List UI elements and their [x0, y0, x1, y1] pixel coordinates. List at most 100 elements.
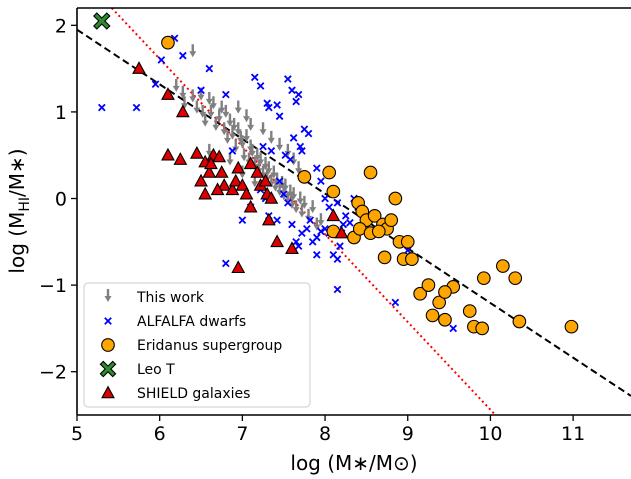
this-work-point-4 [189, 89, 197, 103]
shield-galaxies-point-3 [161, 147, 175, 161]
alfalfa-dwarfs-point-13 [264, 103, 273, 112]
alfalfa-dwarfs-point-8-b [221, 90, 230, 99]
this-work-point-60-head [295, 168, 303, 175]
axis-ticks: 5 6 7 8 9 10 11 −2 −1 0 1 2 [39, 15, 585, 445]
this-work-point-24 [238, 135, 246, 149]
this-work-point-64-head [259, 129, 267, 136]
shield-galaxies-point-18 [231, 160, 246, 174]
shield-galaxies-point-5 [189, 146, 204, 159]
eridanus-supergroup-point-32 [508, 271, 523, 286]
eridanus-supergroup-point-21 [405, 252, 419, 266]
alfalfa-dwarfs-point-21-b [281, 151, 290, 160]
alfalfa-dwarfs-point-52 [321, 194, 329, 203]
this-work-point-9 [205, 91, 213, 105]
this-work-point-53-head [300, 202, 308, 209]
alfalfa-dwarfs-point-25 [259, 142, 267, 151]
shield-galaxies-point-8 [194, 173, 208, 187]
this-work-point-10 [207, 104, 215, 118]
alfalfa-dwarfs-point-60-b [312, 250, 321, 259]
this-work-point-33 [257, 152, 265, 166]
eridanus-supergroup-point-37 [438, 285, 452, 299]
this-work-point-5 [193, 100, 201, 114]
alfalfa-dwarfs-point-3-b [157, 56, 166, 64]
this-work-point-45-head [281, 185, 289, 192]
shield-galaxies-point-11 [204, 156, 218, 170]
this-work-point-37 [265, 161, 273, 175]
alfalfa-dwarfs-point-62-b [221, 259, 230, 268]
dotted-line [111, 8, 497, 415]
x-axis-title: log (M∗/M⊙) [290, 451, 417, 475]
alfalfa-dwarfs-point-8 [221, 90, 230, 99]
this-work-point-20 [230, 117, 238, 131]
this-work-point-49-head [290, 194, 298, 201]
alfalfa-dwarfs-point-12-b [263, 99, 272, 108]
legend-item-leo-t: Leo T [99, 360, 175, 378]
eridanus-supergroup-point-36 [421, 278, 436, 292]
alfalfa-dwarfs-point-38-b [303, 224, 311, 233]
this-work-series [172, 44, 325, 231]
y-axis-title: log (MHI/M∗) [5, 148, 33, 273]
alfalfa-dwarfs-point-65-b [317, 177, 325, 186]
this-work-point-61 [234, 100, 242, 114]
legend-label-eridanus-supergroup: Eridanus supergroup [137, 338, 282, 354]
alfalfa-dwarfs-point-11-b [256, 82, 265, 90]
alfalfa-dwarfs-point-23-b [289, 134, 298, 142]
legend-box [83, 282, 311, 408]
x-tick-label-6: 11 [561, 423, 585, 445]
eridanus-supergroup-point-20 [400, 234, 415, 249]
shield-galaxies-point-28 [270, 234, 285, 248]
shield-galaxies-point-22 [250, 165, 265, 178]
shield-galaxies-point-17 [228, 173, 243, 187]
x-tick-label-5: 10 [478, 423, 502, 445]
eridanus-supergroup-point-31 [495, 259, 510, 273]
this-work-point-8 [201, 113, 209, 127]
this-work-point-25-head [240, 155, 248, 162]
this-work-point-39 [270, 165, 278, 179]
shield-galaxies-point-26 [243, 199, 258, 213]
alfalfa-dwarfs-point-15-b [284, 75, 292, 83]
this-work-point-0 [189, 44, 197, 58]
alfalfa-dwarfs-point-49 [339, 220, 348, 229]
shield-galaxies-point-10 [212, 149, 227, 163]
alfalfa-dwarfs-point-1 [132, 103, 141, 112]
this-work-point-13 [215, 109, 223, 123]
eridanus-supergroup-point-0 [161, 35, 175, 50]
alfalfa-dwarfs-point-39-b [306, 216, 315, 224]
alfalfa-dwarfs-point-43-b [321, 224, 329, 233]
alfalfa-dwarfs-point-36-b [294, 242, 303, 250]
alfalfa-dwarfs-point-50 [341, 211, 350, 220]
alfalfa-dwarfs-point-12 [263, 99, 272, 108]
alfalfa-dwarfs-point-33 [273, 216, 281, 224]
alfalfa-dwarfs-point-7-b [205, 64, 214, 73]
alfalfa-dwarfs-point-25-b [259, 142, 267, 151]
alfalfa-dwarfs-point-62 [221, 259, 230, 268]
alfalfa-dwarfs-point-14-b [273, 101, 281, 109]
alfalfa-dwarfs-point-28-b [275, 177, 284, 186]
this-work-point-50-head [292, 207, 300, 214]
this-work-point-17 [223, 130, 231, 144]
y-tick-label-2: 0 [55, 189, 67, 211]
alfalfa-dwarfs-point-10 [250, 73, 259, 82]
eridanus-supergroup-point-24 [432, 295, 447, 310]
shield-galaxies-point-21 [243, 156, 258, 170]
this-work-point-69-head [238, 172, 246, 179]
eridanus-supergroup-point-27 [462, 304, 477, 318]
eridanus-supergroup-point-34 [564, 319, 579, 334]
this-work-point-7 [199, 104, 207, 118]
this-work-point-1-head [172, 85, 180, 92]
shield-galaxies-point-16 [225, 182, 240, 196]
alfalfa-dwarfs-point-16 [288, 86, 296, 95]
this-work-point-26 [243, 129, 251, 143]
alfalfa-dwarfs-point-23 [289, 134, 298, 142]
alfalfa-dwarfs-point-26 [267, 147, 276, 155]
this-work-point-47-head [286, 191, 294, 198]
alfalfa-dwarfs-point-36 [294, 242, 303, 250]
this-work-point-55 [309, 200, 317, 214]
shield-galaxies-point-7 [202, 165, 217, 178]
alfalfa-dwarfs-point-50-b [341, 211, 350, 220]
this-work-point-49 [290, 187, 298, 201]
eridanus-supergroup-point-29 [475, 321, 490, 336]
eridanus-supergroup-point-33 [512, 314, 527, 329]
shield-galaxies-point-31 [334, 225, 349, 239]
alfalfa-dwarfs-point-6 [197, 86, 205, 95]
